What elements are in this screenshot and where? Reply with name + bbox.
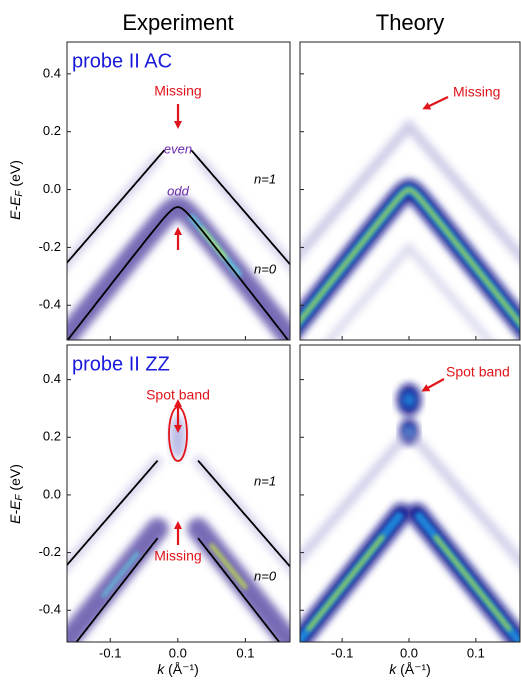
column-title: Experiment [122,10,233,35]
y-tick-label: -0.2 [39,544,61,559]
model-curve [67,205,290,340]
model-curve [75,537,159,642]
x-tick-label: -0.1 [99,645,121,660]
y-tick-label: 0.4 [43,371,61,386]
intensity-band [300,423,520,569]
x-axis-label: k (Å⁻¹) [157,661,199,677]
x-axis-label-symbol: k [389,661,397,677]
panel-frame [66,41,291,341]
y-tick-label: -0.4 [39,602,61,617]
annotation: n=0 [254,261,277,276]
arrow [422,96,449,110]
panel-title: probe II AC [72,50,172,72]
annotation: n=1 [254,171,276,186]
annotation: Missing [453,84,500,100]
y-axis-label-sub: F [14,190,25,197]
y-axis-label: E-EF (eV) [7,464,25,524]
intensity-band [209,543,248,590]
panel [67,42,290,340]
annotation: Missing [154,548,201,564]
y-axis-label-unit: (eV) [7,464,23,494]
column-title: Theory [376,10,444,35]
annotation: Spot band [446,364,510,380]
intensity-band [300,118,520,264]
intensity-blob [401,391,416,408]
x-axis-label-symbol: k [157,661,165,677]
panel-frame [299,344,521,643]
panel [300,42,520,340]
arrow [421,378,445,392]
y-axis-label-main: E-E [7,196,23,220]
model-curve [197,460,290,568]
annotation: even [164,141,192,156]
annotation: n=0 [254,568,277,583]
x-tick-label: 0.0 [400,645,418,660]
annotation: odd [167,183,189,198]
panel-frame [66,344,291,643]
intensity-band [300,187,520,327]
panel-frame [299,41,521,341]
annotation: Spot band [146,387,210,403]
x-axis-label-unit: (Å⁻¹) [396,661,431,677]
panel [67,345,290,642]
model-curve [197,537,281,642]
y-axis-label-unit: (eV) [7,160,23,190]
model-curve [67,149,165,265]
model-curve [190,149,290,266]
highlight-ellipse [168,406,188,462]
intensity-band [433,535,512,631]
y-axis-label-main: E-E [7,500,23,524]
y-tick-label: -0.2 [39,239,61,254]
y-tick-label: -0.4 [39,297,61,312]
y-tick-label: 0.2 [43,123,61,138]
x-tick-label: 0.1 [467,645,485,660]
panel [300,345,520,642]
panel-title: probe II ZZ [72,353,170,375]
panels: 0.4 0.2 0.0 -0.2 -0.4 0.4 0.2 0.0 -0.2 -0.4 -0.1 0.… [39,41,521,660]
y-tick-label: 0.0 [43,486,61,501]
x-tick-label: -0.1 [331,645,353,660]
x-tick-label: 0.1 [236,645,254,660]
model-curve [67,460,159,567]
y-tick-label: 0.2 [43,429,61,444]
intensity-band [324,241,494,340]
x-tick-label: 0.0 [169,645,187,660]
y-tick-label: 0.4 [43,65,61,80]
x-axis-label-unit: (Å⁻¹) [164,661,199,677]
y-axis-label-sub: F [14,494,25,501]
y-axis-label: E-EF (eV) [7,160,25,220]
intensity-band [101,551,140,598]
y-tick-label: 0.0 [43,181,61,196]
annotation: Missing [154,83,201,99]
x-axis-label: k (Å⁻¹) [389,661,431,677]
intensity-band [306,535,385,631]
annotation: n=1 [254,473,276,488]
